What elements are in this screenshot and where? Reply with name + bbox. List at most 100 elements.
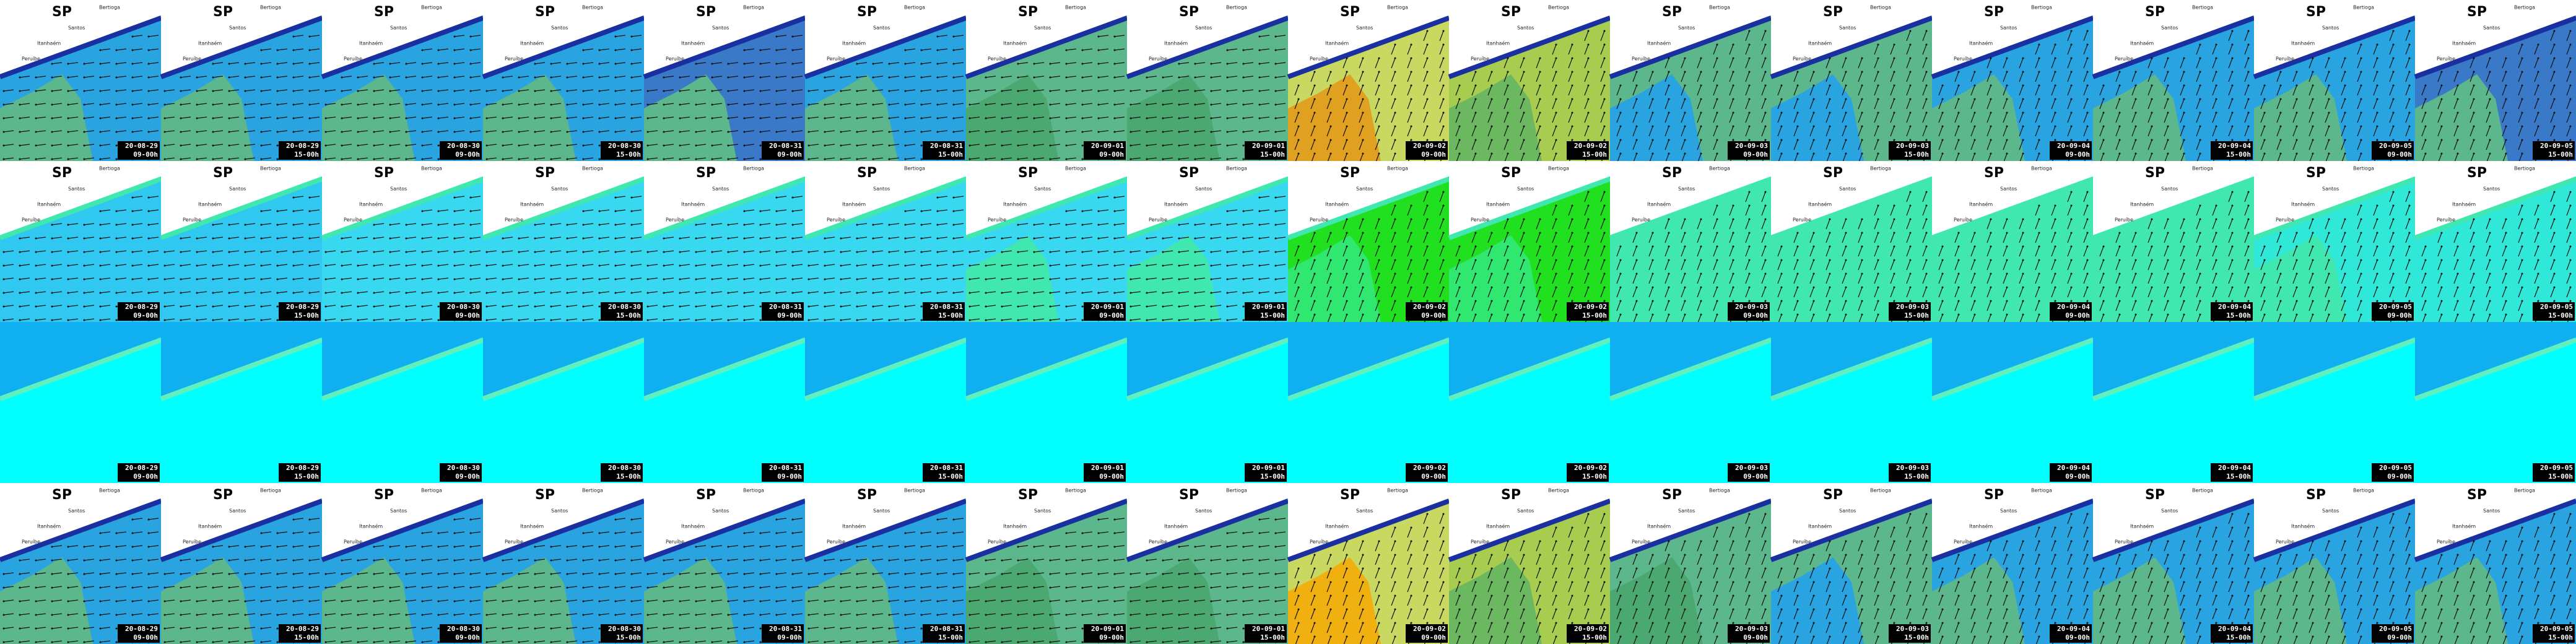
arrow-head [840, 144, 842, 147]
arrow-head [1539, 232, 1541, 234]
wind-arrow [583, 103, 594, 105]
wind-arrow [1050, 157, 1061, 160]
arrow-head [743, 292, 746, 294]
wind-arrow [2502, 85, 2507, 96]
arrow-head [2473, 125, 2475, 128]
wind-arrow [51, 144, 63, 146]
panel-title: SP [2467, 4, 2487, 20]
place-label: Peruíbe [505, 56, 523, 62]
zone [644, 235, 737, 322]
wind-arrow [1275, 116, 1286, 119]
wind-arrow [116, 277, 127, 280]
wind-arrow [728, 130, 739, 133]
arrow-head [1210, 117, 1212, 120]
arrow-head [421, 319, 424, 321]
arrow-head [131, 63, 134, 65]
arrow-head [67, 63, 69, 65]
arrow-head [1877, 139, 1879, 141]
panel-title: SP [213, 165, 233, 181]
wind-arrow [100, 76, 111, 78]
arrow-head [2489, 111, 2491, 114]
arrow-head [180, 292, 182, 294]
wind-arrow [2147, 139, 2152, 150]
wind-arrow [1259, 48, 1270, 51]
arrow-head [904, 264, 907, 267]
wind-arrow [728, 237, 739, 239]
wind-arrow [872, 76, 884, 78]
arrow-head [550, 292, 552, 294]
arrow-head [1346, 111, 1348, 114]
wind-arrow [1938, 112, 1943, 123]
arrow-head [2424, 125, 2427, 128]
arrow-head [1587, 272, 1590, 275]
arrow-head [2376, 84, 2378, 87]
arrow-head [2, 131, 5, 133]
arrow-head [1017, 158, 1019, 160]
arrow-head [502, 144, 504, 147]
wind-arrow [2357, 98, 2362, 110]
arrow-head [1845, 71, 1847, 73]
arrow-head [1651, 232, 1654, 234]
arrow-head [1394, 232, 1396, 234]
arrow-head [2006, 139, 2008, 141]
wind-arrow [1729, 58, 1734, 69]
arrow-head [2263, 98, 2266, 100]
arrow-head [1097, 117, 1100, 120]
arrow-head [453, 49, 456, 51]
wind-arrow [583, 264, 594, 266]
wind-arrow [985, 76, 996, 78]
arrow-head [1957, 125, 1960, 128]
wind-arrow [132, 277, 143, 280]
wind-arrow [534, 76, 546, 78]
wind-arrow [277, 116, 288, 119]
arrow-head [196, 264, 198, 267]
place-label: Bertioga [1870, 5, 1891, 11]
arrow-head [1651, 84, 1654, 87]
arrow-head [1587, 286, 1590, 289]
wind-arrow [84, 116, 95, 119]
arrow-head [1097, 251, 1100, 253]
arrow-head [534, 251, 536, 253]
wind-arrow [631, 130, 642, 133]
arrow-head [904, 131, 907, 133]
arrow-head [1748, 98, 1751, 100]
wind-arrow [711, 223, 723, 225]
arrow-head [212, 319, 214, 321]
wind-arrow [1310, 139, 1315, 150]
wind-arrow [486, 144, 497, 146]
wind-arrow [132, 250, 143, 253]
wind-arrow [2453, 85, 2458, 96]
arrow-head [469, 224, 472, 226]
coastline [1931, 15, 2094, 79]
arrow-head [646, 278, 649, 281]
arrow-head [630, 264, 633, 267]
wind-arrow [1552, 44, 1557, 55]
wind-arrow [1874, 112, 1879, 123]
arrow-head [1362, 111, 1364, 114]
arrow-head [324, 278, 327, 281]
arrow-head [936, 278, 939, 281]
wind-arrow [2180, 112, 2185, 123]
wind-arrow [760, 237, 771, 239]
arrow-head [1635, 152, 1638, 155]
wind-arrow [35, 305, 46, 307]
arrow-head [952, 103, 955, 106]
wind-arrow [325, 318, 336, 321]
arrow-head [1258, 264, 1261, 267]
arrow-head [163, 103, 166, 106]
arrow-head [1442, 259, 1445, 261]
wind-arrow [309, 277, 320, 280]
wind-arrow [373, 237, 385, 239]
wind-arrow [792, 35, 803, 37]
arrow-head [1178, 90, 1180, 92]
wind-arrow [1001, 103, 1012, 105]
wind-arrow [1275, 76, 1286, 78]
wind-arrow [212, 305, 224, 307]
arrow-head [2086, 111, 2089, 114]
wind-arrow [567, 144, 578, 146]
wind-arrow [51, 264, 63, 266]
arrow-head [1226, 49, 1229, 51]
arrow-head [2360, 98, 2362, 100]
arrow-head [1194, 131, 1196, 133]
wind-arrow [1455, 85, 1460, 96]
